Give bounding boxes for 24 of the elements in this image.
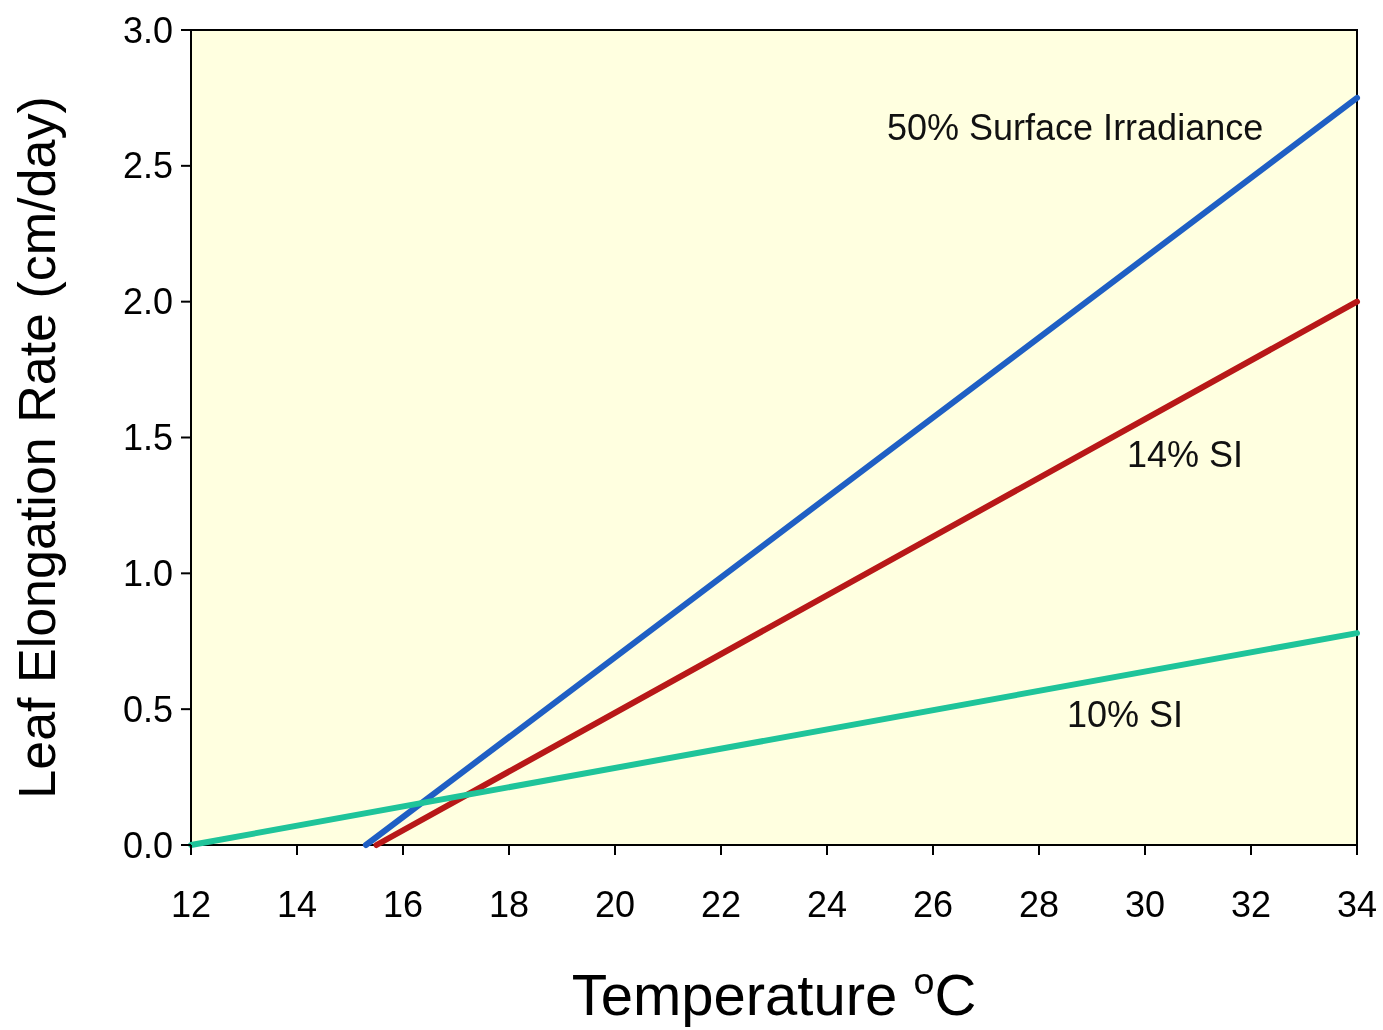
x-tick-label: 20 [594, 884, 636, 925]
y-tick-label: 0.5 [122, 688, 173, 730]
x-tick-label: 24 [806, 884, 848, 925]
x-tick-label: 28 [1018, 884, 1060, 925]
y-axis-title: Leaf Elongation Rate (cm/day) [8, 96, 66, 799]
series-label: 50% Surface Irradiance [887, 106, 1264, 148]
series-label: 14% SI [1127, 433, 1244, 475]
x-tick-label: 26 [912, 884, 954, 925]
x-tick-label: 16 [382, 884, 424, 925]
x-tick-label: 18 [488, 884, 530, 925]
x-tick-label: 30 [1124, 884, 1166, 925]
x-tick-label: 14 [276, 884, 318, 925]
x-tick-label: 22 [700, 884, 742, 925]
x-tick-label: 34 [1336, 884, 1378, 925]
y-tick-label: 3.0 [122, 9, 173, 51]
y-tick-label: 2.5 [122, 145, 173, 187]
x-tick-label: 12 [170, 884, 212, 925]
x-tick-label: 32 [1230, 884, 1272, 925]
x-axis-title: Temperature $^{o}$C [571, 960, 977, 1027]
y-tick-label: 1.5 [122, 417, 173, 459]
series-label: 10% SI [1067, 694, 1184, 736]
y-tick-label: 1.0 [122, 552, 173, 594]
y-tick-label: 2.0 [122, 281, 173, 323]
y-tick-label: 0.0 [122, 824, 173, 866]
